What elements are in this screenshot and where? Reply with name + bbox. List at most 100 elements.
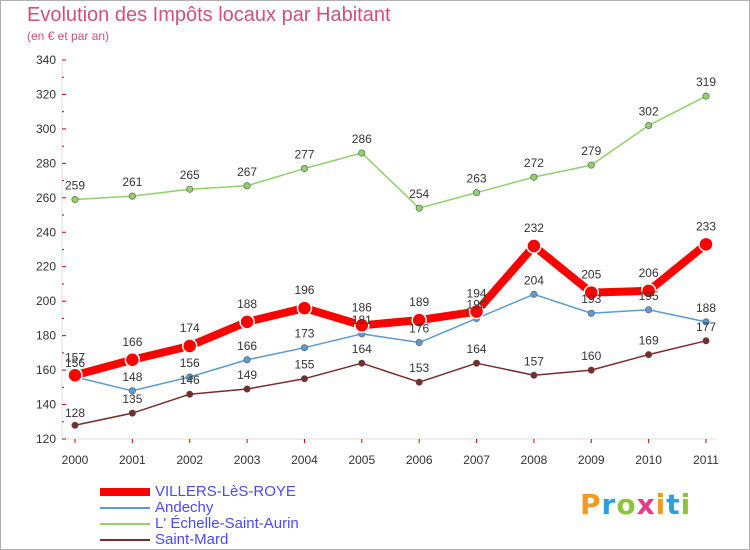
y-tick-label: 140 bbox=[36, 398, 56, 412]
data-label: 169 bbox=[639, 334, 659, 348]
data-point bbox=[415, 339, 423, 347]
y-tick-label: 240 bbox=[36, 225, 56, 239]
legend-swatch bbox=[100, 488, 150, 496]
x-tick-label: 2011 bbox=[693, 453, 719, 467]
y-tick-label: 160 bbox=[36, 363, 56, 377]
logo-letter: i bbox=[655, 488, 667, 521]
y-tick-label: 180 bbox=[36, 329, 56, 343]
data-label: 164 bbox=[352, 342, 372, 356]
data-point bbox=[587, 366, 595, 374]
data-point bbox=[124, 352, 141, 368]
chart-subtitle: (en € et par an) bbox=[27, 29, 110, 43]
x-tick-label: 2004 bbox=[291, 453, 318, 467]
data-point bbox=[300, 344, 308, 352]
data-label: 160 bbox=[581, 349, 601, 363]
data-point bbox=[243, 385, 251, 393]
data-label: 263 bbox=[467, 172, 487, 186]
data-label: 254 bbox=[409, 187, 429, 201]
data-point bbox=[300, 165, 308, 173]
data-label: 261 bbox=[122, 175, 142, 189]
data-point bbox=[239, 314, 255, 330]
data-label: 194 bbox=[467, 287, 487, 301]
data-label: 181 bbox=[352, 313, 372, 327]
data-label: 189 bbox=[409, 295, 429, 309]
data-label: 174 bbox=[180, 321, 200, 335]
data-point bbox=[702, 92, 710, 100]
x-tick-label: 2000 bbox=[62, 453, 89, 467]
chart-title: Evolution des Impôts locaux par Habitant bbox=[27, 4, 391, 26]
x-tick-label: 2003 bbox=[234, 453, 261, 467]
data-label: 205 bbox=[581, 268, 601, 282]
data-label: 156 bbox=[180, 356, 200, 370]
data-point bbox=[358, 359, 366, 367]
y-tick-label: 340 bbox=[36, 53, 56, 67]
legend-swatch bbox=[100, 523, 150, 525]
data-point bbox=[583, 284, 600, 301]
data-label: 153 bbox=[409, 361, 429, 375]
data-label: 302 bbox=[639, 104, 659, 118]
legend-label: Saint-Mard bbox=[155, 531, 229, 548]
data-label: 135 bbox=[122, 392, 142, 406]
data-label: 166 bbox=[237, 339, 257, 353]
data-point bbox=[354, 317, 370, 334]
series-line bbox=[74, 95, 707, 209]
data-point bbox=[468, 303, 485, 320]
logo-letter: i bbox=[680, 488, 692, 521]
data-label: 149 bbox=[237, 368, 257, 382]
data-label: 265 bbox=[180, 168, 200, 182]
data-label: 128 bbox=[65, 406, 85, 420]
series-line bbox=[74, 340, 707, 426]
data-point bbox=[128, 387, 136, 395]
data-point bbox=[415, 204, 423, 212]
data-point bbox=[67, 367, 83, 384]
data-point bbox=[645, 121, 653, 129]
data-point bbox=[181, 338, 198, 354]
data-point bbox=[702, 318, 710, 326]
data-point bbox=[473, 359, 481, 367]
x-tick-label: 2010 bbox=[635, 453, 662, 467]
x-tick-label: 2001 bbox=[119, 453, 146, 467]
legend-label: VILLERS-LèS-ROYE bbox=[155, 483, 296, 500]
data-label: 319 bbox=[696, 75, 716, 89]
proxiti-logo: Proxiti bbox=[580, 488, 691, 521]
data-label: 164 bbox=[467, 342, 487, 356]
x-tick-label: 2002 bbox=[176, 453, 203, 467]
logo-letter: r bbox=[601, 488, 617, 521]
data-point bbox=[702, 337, 710, 345]
series-line bbox=[71, 240, 710, 380]
data-label: 155 bbox=[294, 358, 314, 372]
legend-label: L' Échelle-Saint-Aurin bbox=[155, 515, 299, 532]
data-label: 146 bbox=[180, 373, 200, 387]
data-point bbox=[698, 236, 714, 253]
logo-letter: x bbox=[636, 488, 656, 521]
data-label: 166 bbox=[122, 335, 142, 349]
y-tick-label: 120 bbox=[36, 432, 56, 446]
y-tick-label: 260 bbox=[36, 191, 56, 205]
y-tick-label: 200 bbox=[36, 294, 56, 308]
x-tick-label: 2008 bbox=[521, 453, 548, 467]
data-point bbox=[243, 182, 251, 190]
data-label: 156 bbox=[65, 356, 85, 370]
data-point bbox=[128, 192, 136, 200]
data-label: 188 bbox=[237, 297, 257, 311]
data-label: 176 bbox=[409, 322, 429, 336]
logo-letter: o bbox=[616, 488, 637, 521]
data-label: 190 bbox=[467, 297, 487, 311]
data-label: 206 bbox=[639, 266, 659, 280]
data-label: 157 bbox=[524, 354, 544, 368]
data-label: 148 bbox=[122, 370, 142, 384]
data-point bbox=[640, 283, 657, 299]
data-label: 286 bbox=[352, 132, 372, 146]
data-point bbox=[71, 421, 79, 429]
x-tick-label: 2009 bbox=[578, 453, 605, 467]
data-point bbox=[186, 185, 194, 193]
data-point bbox=[186, 373, 194, 381]
x-tick-label: 2005 bbox=[348, 453, 375, 467]
data-label: 186 bbox=[352, 300, 372, 314]
data-point bbox=[645, 306, 653, 314]
data-point bbox=[530, 371, 538, 379]
y-tick-label: 280 bbox=[36, 156, 56, 170]
data-label: 267 bbox=[237, 165, 257, 179]
x-tick-label: 2007 bbox=[463, 453, 490, 467]
